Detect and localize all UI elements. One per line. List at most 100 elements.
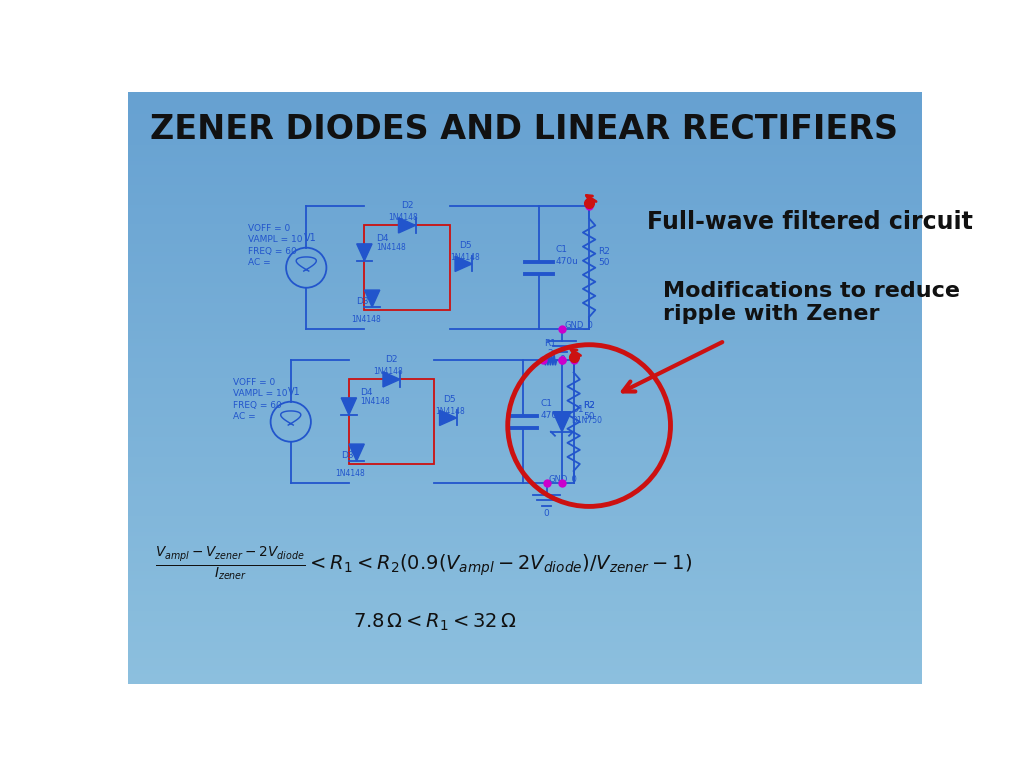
- Bar: [128, 245, 922, 250]
- Bar: [128, 115, 922, 120]
- Bar: [128, 482, 922, 486]
- Bar: [128, 679, 922, 684]
- Bar: [128, 533, 922, 538]
- Text: R2: R2: [583, 401, 595, 410]
- Bar: [128, 403, 922, 408]
- Bar: [128, 276, 922, 281]
- Bar: [128, 285, 922, 290]
- Bar: [128, 624, 922, 628]
- Bar: [128, 439, 922, 443]
- Polygon shape: [439, 410, 457, 425]
- Bar: [128, 635, 922, 641]
- Bar: [128, 399, 922, 404]
- Text: 50: 50: [598, 258, 610, 267]
- Bar: [128, 568, 922, 573]
- Bar: [128, 95, 922, 100]
- Bar: [128, 174, 922, 179]
- Polygon shape: [349, 444, 365, 461]
- Polygon shape: [455, 257, 472, 272]
- Bar: [128, 419, 922, 423]
- Bar: [128, 612, 922, 617]
- Text: VAMPL = 10: VAMPL = 10: [232, 389, 287, 399]
- Bar: [128, 257, 922, 262]
- Bar: [128, 600, 922, 604]
- Bar: [128, 529, 922, 534]
- Bar: [128, 675, 922, 680]
- Text: 1N4148: 1N4148: [360, 397, 390, 406]
- Bar: [128, 304, 922, 309]
- Text: D2: D2: [385, 356, 397, 365]
- Text: D4: D4: [360, 388, 373, 397]
- Bar: [128, 548, 922, 554]
- Bar: [128, 435, 922, 439]
- Bar: [365, 225, 450, 310]
- Bar: [128, 458, 922, 463]
- Bar: [128, 667, 922, 672]
- Text: 1N4148: 1N4148: [388, 213, 418, 222]
- Bar: [128, 261, 922, 266]
- Bar: [128, 198, 922, 203]
- Bar: [128, 131, 922, 135]
- Bar: [128, 356, 922, 360]
- Text: 1N4148: 1N4148: [435, 407, 465, 416]
- Bar: [128, 233, 922, 238]
- Bar: [128, 344, 922, 349]
- Bar: [128, 644, 922, 648]
- Text: R1: R1: [545, 339, 556, 348]
- Bar: [128, 387, 922, 392]
- Bar: [128, 230, 922, 234]
- Bar: [128, 206, 922, 210]
- Bar: [128, 359, 922, 364]
- Text: AC =: AC =: [248, 258, 270, 267]
- Bar: [128, 576, 922, 581]
- Bar: [128, 430, 922, 435]
- Bar: [128, 376, 922, 380]
- Bar: [128, 572, 922, 577]
- Bar: [128, 108, 922, 112]
- Bar: [128, 182, 922, 187]
- Bar: [128, 604, 922, 608]
- Bar: [128, 186, 922, 190]
- Bar: [128, 352, 922, 356]
- Text: VOFF = 0: VOFF = 0: [232, 378, 274, 387]
- Text: 1N4148: 1N4148: [351, 316, 381, 324]
- Text: VOFF = 0: VOFF = 0: [248, 223, 291, 233]
- Bar: [128, 607, 922, 613]
- Text: VAMPL = 10: VAMPL = 10: [248, 235, 303, 244]
- Text: 0: 0: [544, 508, 549, 518]
- Text: 1N4148: 1N4148: [373, 367, 402, 376]
- Bar: [128, 502, 922, 506]
- Bar: [128, 671, 922, 676]
- Bar: [128, 273, 922, 277]
- Bar: [128, 581, 922, 585]
- Bar: [128, 328, 922, 333]
- Bar: [128, 170, 922, 175]
- Bar: [128, 557, 922, 561]
- Text: 1N4148: 1N4148: [451, 253, 480, 262]
- Bar: [128, 237, 922, 242]
- Text: $7.8\,\Omega < R_1 < 32\,\Omega$: $7.8\,\Omega < R_1 < 32\,\Omega$: [352, 611, 516, 633]
- Text: FREQ = 60: FREQ = 60: [248, 247, 297, 256]
- Bar: [128, 269, 922, 273]
- Text: AC =: AC =: [232, 412, 255, 422]
- Text: V1: V1: [288, 387, 301, 397]
- Bar: [128, 99, 922, 104]
- Bar: [128, 462, 922, 467]
- Bar: [128, 474, 922, 478]
- Bar: [128, 537, 922, 541]
- Text: FREQ = 60: FREQ = 60: [232, 401, 282, 410]
- Bar: [128, 395, 922, 399]
- Bar: [128, 253, 922, 258]
- Text: $\frac{V_{ampl} - V_{zener} - 2V_{diode}}{I_{zener}} < R_1 < R_2(0.9(V_{ampl} - : $\frac{V_{ampl} - V_{zener} - 2V_{diode}…: [155, 546, 692, 582]
- Bar: [128, 383, 922, 388]
- Bar: [128, 592, 922, 597]
- Text: D1: D1: [571, 406, 584, 415]
- Bar: [128, 226, 922, 230]
- Bar: [128, 167, 922, 171]
- Polygon shape: [398, 218, 416, 233]
- Bar: [128, 367, 922, 372]
- Bar: [128, 336, 922, 340]
- Bar: [128, 446, 922, 451]
- Bar: [128, 151, 922, 155]
- Text: 1N4148: 1N4148: [376, 243, 406, 252]
